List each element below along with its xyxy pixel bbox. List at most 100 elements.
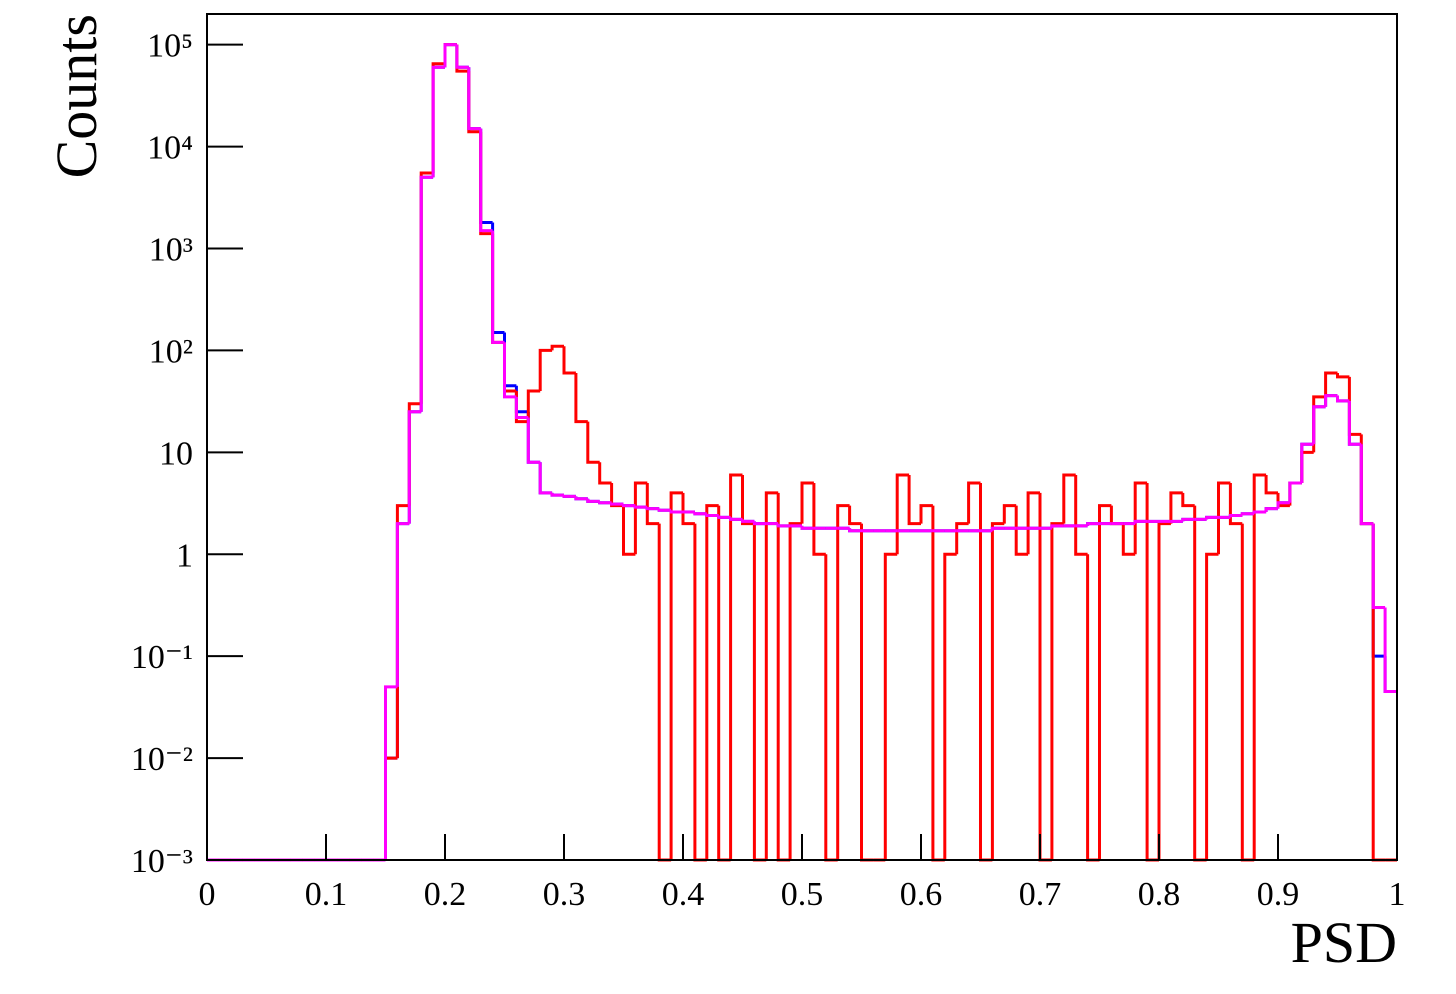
histogram-bin: [1252, 473, 1267, 860]
histogram-bin: [800, 525, 814, 530]
histogram-bin: [514, 396, 529, 419]
histogram-bin: [1336, 373, 1350, 379]
histogram-bin: [824, 554, 838, 862]
y-tick-label: 10⁻³: [131, 843, 193, 880]
histogram-bin: [990, 522, 1005, 860]
histogram-bin: [1240, 523, 1255, 862]
histogram-bin: [407, 402, 422, 506]
histogram-bin: [395, 522, 410, 759]
histogram-bin: [443, 43, 457, 68]
histogram-bin: [800, 481, 814, 524]
histogram-bin: [1383, 656, 1397, 694]
histogram-bin: [717, 515, 731, 519]
histogram-bin: [1312, 395, 1326, 453]
histogram-bin: [657, 523, 672, 862]
x-tick-label: 0.8: [1138, 876, 1181, 913]
histogram-bin: [752, 521, 767, 526]
y-tick-label: 10³: [149, 232, 193, 269]
series: [207, 43, 1397, 862]
histogram-bin: [1252, 510, 1267, 514]
histogram-bin: [669, 510, 683, 514]
histogram-bin: [526, 417, 541, 464]
histogram-bin: [550, 344, 564, 351]
histogram-bin: [907, 474, 921, 526]
histogram-bin: [1336, 395, 1350, 403]
histogram-bin: [943, 552, 957, 860]
histogram-bin: [395, 504, 410, 759]
histogram-bin: [622, 504, 636, 508]
histogram-bin: [1288, 481, 1302, 503]
histogram-bin: [895, 473, 910, 555]
histogram-bin: [883, 552, 898, 860]
histogram-bin: [1228, 483, 1243, 526]
histogram-bin: [788, 522, 802, 860]
y-axis-title: Counts: [44, 14, 109, 178]
histogram-bin: [1264, 507, 1278, 512]
histogram-bin: [848, 528, 862, 533]
histogram-bin: [550, 492, 564, 497]
histogram-bin: [384, 756, 398, 860]
histogram-bin: [693, 523, 707, 862]
histogram-bin: [1240, 512, 1255, 516]
histogram-bin: [741, 519, 755, 523]
x-tick-label: 0: [199, 876, 216, 913]
histogram-bin: [1109, 505, 1124, 526]
histogram-bin: [1383, 607, 1397, 694]
histogram-bin: [503, 342, 517, 393]
histogram-bin: [836, 504, 850, 860]
histogram-bin: [1347, 400, 1362, 446]
histogram-bin: [741, 474, 755, 526]
histogram-bin: [990, 526, 1005, 531]
histogram-bin: [586, 498, 600, 503]
x-tick-label: 0.6: [900, 876, 943, 913]
histogram-bin: [622, 505, 636, 556]
histogram-bin: [1205, 552, 1219, 860]
histogram-bin: [1264, 474, 1278, 495]
histogram-bin: [705, 513, 719, 518]
histogram-bin: [514, 385, 529, 414]
histogram-bin: [1300, 450, 1314, 484]
histogram-bin: [931, 505, 945, 862]
histogram-bin: [1347, 400, 1362, 446]
histogram-bin: [419, 171, 434, 404]
histogram-bin: [431, 65, 445, 178]
histogram-bin: [562, 346, 576, 375]
histogram-bin: [479, 131, 493, 236]
histogram-bin: [1062, 473, 1076, 524]
histogram-bin: [645, 507, 660, 511]
histogram-bin: [955, 522, 969, 555]
histogram-bin: [395, 522, 410, 687]
histogram-bin: [1050, 522, 1064, 860]
histogram-bin: [503, 332, 517, 388]
histogram-bin: [419, 175, 434, 412]
histogram-bin: [1300, 442, 1314, 484]
x-tick-label: 0.4: [662, 876, 705, 913]
x-axis-title: PSD: [1291, 910, 1397, 975]
histogram-bin: [538, 348, 553, 391]
histogram-bin: [693, 511, 707, 516]
histogram-bin: [574, 496, 588, 501]
histogram-bin: [1359, 434, 1374, 526]
histogram-bin: [1133, 481, 1148, 555]
histogram-bin: [1371, 523, 1386, 862]
histogram-bin: [1324, 394, 1338, 407]
histogram-bin: [1312, 405, 1326, 445]
histogram-bin: [526, 411, 541, 464]
histogram-bin: [1288, 481, 1302, 506]
histogram-bin: [1086, 522, 1100, 526]
histogram-bin: [860, 523, 874, 862]
y-tick-label: 1: [176, 537, 193, 574]
histogram-bin: [538, 462, 553, 495]
histogram-bin: [669, 491, 683, 860]
y-tick-label: 10⁻¹: [131, 639, 193, 676]
histogram-bin: [526, 389, 541, 422]
histogram-bin: [1074, 474, 1088, 556]
x-tick-label: 0.9: [1257, 876, 1300, 913]
x-tick-label: 0.2: [424, 876, 467, 913]
histogram-bin: [407, 410, 422, 524]
histogram-bin: [467, 71, 481, 134]
histogram-bin: [479, 128, 493, 224]
histogram-bin: [1086, 554, 1100, 862]
x-tick-label: 0.7: [1019, 876, 1062, 913]
histogram-bin: [776, 523, 791, 528]
